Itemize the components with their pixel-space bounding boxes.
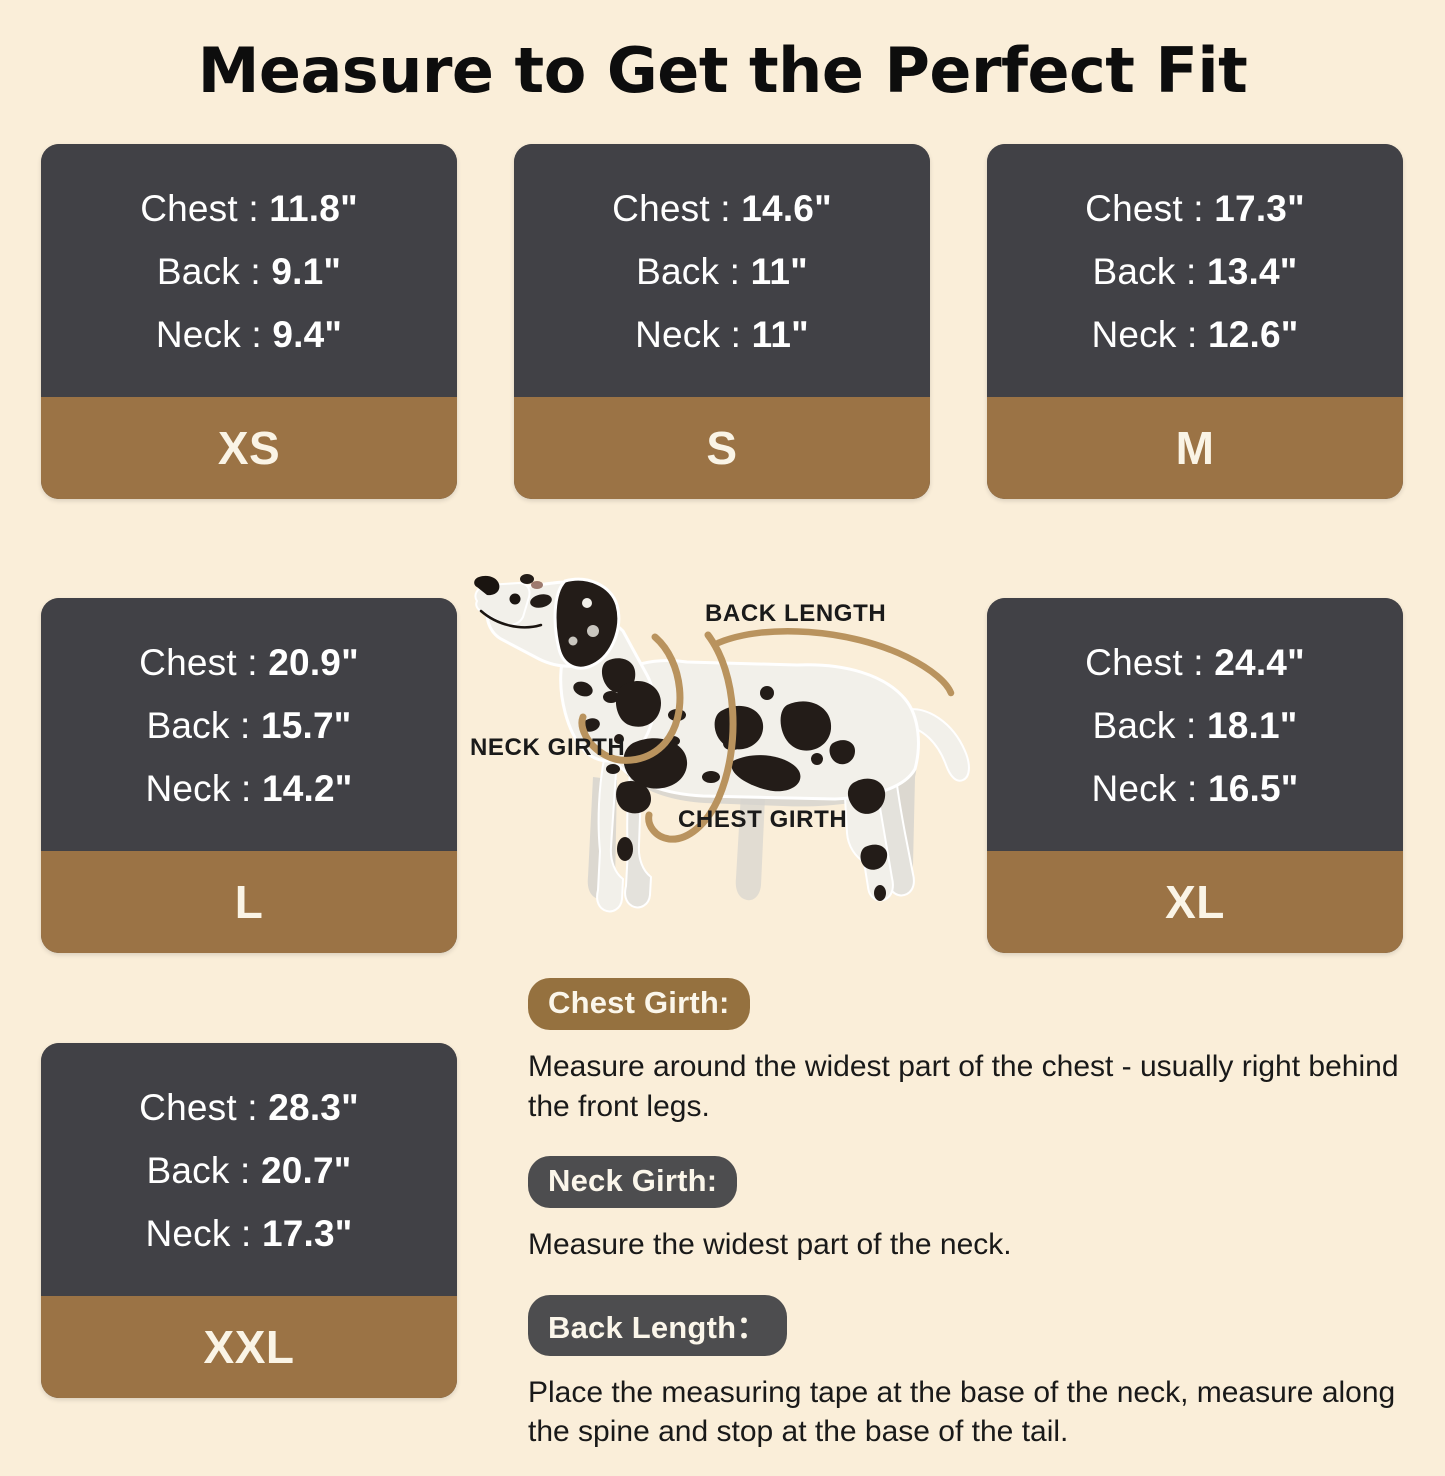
size-card-m[interactable]: Chest : 17.3" Back : 13.4" Neck : 12.6" … <box>987 144 1403 499</box>
size-band: L <box>41 851 457 953</box>
chest-measure: Chest : 17.3" <box>1085 188 1305 229</box>
back-measure: Back : 15.7" <box>146 705 352 746</box>
size-card-xxl[interactable]: Chest : 28.3" Back : 20.7" Neck : 17.3" … <box>41 1043 457 1398</box>
size-card-l[interactable]: Chest : 20.9" Back : 15.7" Neck : 14.2" … <box>41 598 457 953</box>
dog-measurement-diagram: BACK LENGTH NECK GIRTH CHEST GIRTH <box>465 565 980 955</box>
size-band: M <box>987 397 1403 499</box>
size-card-measures: Chest : 20.9" Back : 15.7" Neck : 14.2" <box>41 598 457 851</box>
instruction-heading-back-length: Back Length： <box>528 1294 788 1356</box>
size-band: XXL <box>41 1296 457 1398</box>
back-measure: Back : 9.1" <box>156 251 342 292</box>
dog-nose <box>474 575 500 596</box>
instruction-body-neck-girth: Measure the widest part of the neck. <box>528 1228 1012 1262</box>
size-card-xl[interactable]: Chest : 24.4" Back : 18.1" Neck : 16.5" … <box>987 598 1403 953</box>
size-label: M <box>1175 422 1215 474</box>
back-length-line <box>714 627 955 697</box>
size-label: XXL <box>203 1321 295 1373</box>
dog-spots <box>520 574 888 901</box>
size-label: XL <box>1165 876 1225 928</box>
back-measure: Back : 11" <box>636 251 808 292</box>
chest-girth-loop <box>645 631 737 843</box>
size-band: XS <box>41 397 457 499</box>
ear-light-spot-2 <box>587 625 599 637</box>
ear-light-spot-1 <box>582 598 592 608</box>
measuring-tape-lines <box>578 627 955 843</box>
size-card-xs[interactable]: Chest : 11.8" Back : 9.1" Neck : 9.4" XS <box>41 144 457 499</box>
ear-light-spot-3 <box>568 636 578 646</box>
instruction-body-back-length: Place the measuring tape at the base of … <box>528 1375 1396 1449</box>
size-label: L <box>234 876 264 928</box>
instruction-back-length: Back Length： Place the measuring tape at… <box>528 1294 1408 1452</box>
size-card-measures: Chest : 28.3" Back : 20.7" Neck : 17.3" <box>41 1043 457 1296</box>
neck-girth-label: NECK GIRTH <box>470 734 625 761</box>
size-label: XS <box>217 422 281 474</box>
back-length-label: BACK LENGTH <box>705 600 886 627</box>
size-band: S <box>514 397 930 499</box>
chest-girth-label: CHEST GIRTH <box>678 806 847 833</box>
chest-measure: Chest : 11.8" <box>140 188 358 229</box>
back-measure: Back : 20.7" <box>146 1150 352 1191</box>
size-card-measures: Chest : 24.4" Back : 18.1" Neck : 16.5" <box>987 598 1403 851</box>
neck-measure: Neck : 9.4" <box>155 314 343 355</box>
dog-ear <box>553 577 621 670</box>
dog-tail <box>901 708 970 782</box>
back-measure: Back : 13.4" <box>1092 251 1298 292</box>
size-card-measures: Chest : 11.8" Back : 9.1" Neck : 9.4" <box>41 144 457 397</box>
dog-eye <box>509 593 521 605</box>
instruction-chest-girth: Chest Girth: Measure around the widest p… <box>528 978 1408 1126</box>
size-card-measures: Chest : 14.6" Back : 11" Neck : 11" <box>514 144 930 397</box>
chest-measure: Chest : 24.4" <box>1085 642 1305 683</box>
dog-mouth <box>479 609 543 629</box>
neck-measure: Neck : 17.3" <box>145 1213 353 1254</box>
size-card-measures: Chest : 17.3" Back : 13.4" Neck : 12.6" <box>987 144 1403 397</box>
back-measure: Back : 18.1" <box>1092 705 1298 746</box>
page-title: Measure to Get the Perfect Fit <box>197 34 1248 107</box>
instruction-heading-chest-girth: Chest Girth: <box>528 978 750 1030</box>
instruction-body-chest-girth: Measure around the widest part of the ch… <box>528 1050 1399 1123</box>
size-label: S <box>706 422 738 474</box>
size-band: XL <box>987 851 1403 953</box>
neck-girth-loop <box>578 633 684 764</box>
dog-cheek-mark <box>531 581 543 589</box>
instruction-neck-girth: Neck Girth: Measure the widest part of t… <box>528 1156 1408 1265</box>
measuring-instructions: Chest Girth: Measure around the widest p… <box>528 978 1408 1476</box>
dog-front-leg-near <box>596 755 625 913</box>
chest-measure: Chest : 14.6" <box>612 188 832 229</box>
neck-measure: Neck : 11" <box>635 314 809 355</box>
neck-measure: Neck : 12.6" <box>1091 314 1299 355</box>
neck-measure: Neck : 14.2" <box>145 768 353 809</box>
chest-measure: Chest : 28.3" <box>139 1087 359 1128</box>
chest-measure: Chest : 20.9" <box>139 642 359 683</box>
size-card-s[interactable]: Chest : 14.6" Back : 11" Neck : 11" S <box>514 144 930 499</box>
instruction-heading-neck-girth: Neck Girth: <box>528 1156 738 1209</box>
neck-measure: Neck : 16.5" <box>1091 768 1299 809</box>
